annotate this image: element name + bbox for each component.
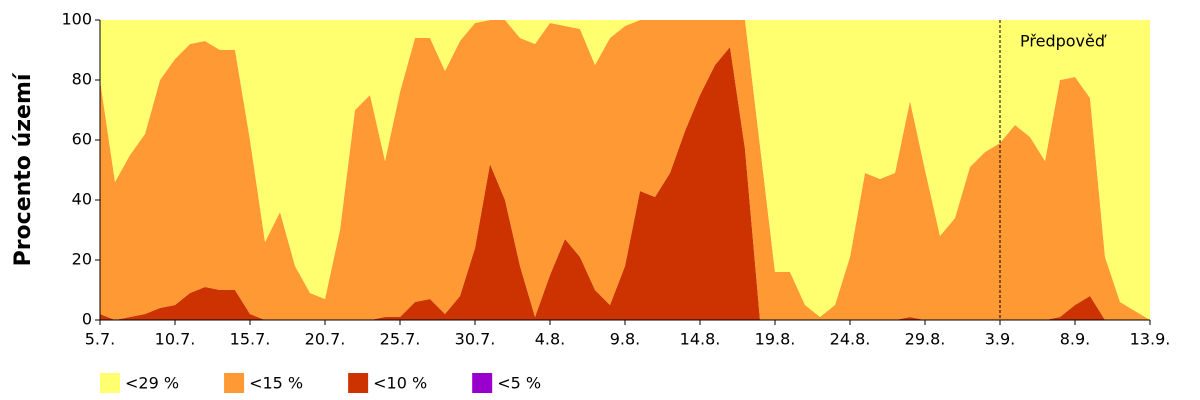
annotation: Předpověď	[1020, 32, 1107, 51]
y-axis-title: Procento území	[11, 72, 36, 266]
y-tick-label: 20	[72, 250, 92, 269]
x-tick-label: 13.9.	[1130, 330, 1171, 349]
x-tick-label: 9.8.	[610, 330, 641, 349]
x-tick-label: 29.8.	[905, 330, 946, 349]
x-tick-label: 19.8.	[755, 330, 796, 349]
y-tick-label: 60	[72, 130, 92, 149]
legend-label: <10 %	[373, 374, 427, 393]
x-tick-label: 30.7.	[455, 330, 496, 349]
x-tick-label: 20.7.	[305, 330, 346, 349]
y-tick-label: 0	[82, 310, 92, 329]
x-tick-label: 5.7.	[85, 330, 116, 349]
legend-swatch	[472, 373, 493, 393]
legend-label: <15 %	[249, 374, 303, 393]
legend-swatch	[224, 373, 245, 393]
legend-label: <29 %	[125, 374, 179, 393]
x-tick-label: 25.7.	[380, 330, 421, 349]
area	[100, 20, 1150, 320]
y-tick-label: 100	[61, 10, 92, 29]
area	[100, 47, 1150, 320]
legend-swatch	[348, 373, 369, 393]
x-tick-label: 3.9.	[985, 330, 1016, 349]
x-tick-label: 10.7.	[155, 330, 196, 349]
legend-label: <5 %	[497, 374, 541, 393]
x-tick-label: 24.8.	[830, 330, 871, 349]
x-tick-label: 15.7.	[230, 330, 271, 349]
x-tick-label: 8.9.	[1060, 330, 1091, 349]
area	[100, 20, 1150, 320]
y-tick-label: 80	[72, 70, 92, 89]
legend-swatch	[100, 373, 120, 393]
y-tick-label: 40	[72, 190, 92, 209]
x-tick-label: 14.8.	[680, 330, 721, 349]
x-tick-label: 4.8.	[535, 330, 566, 349]
